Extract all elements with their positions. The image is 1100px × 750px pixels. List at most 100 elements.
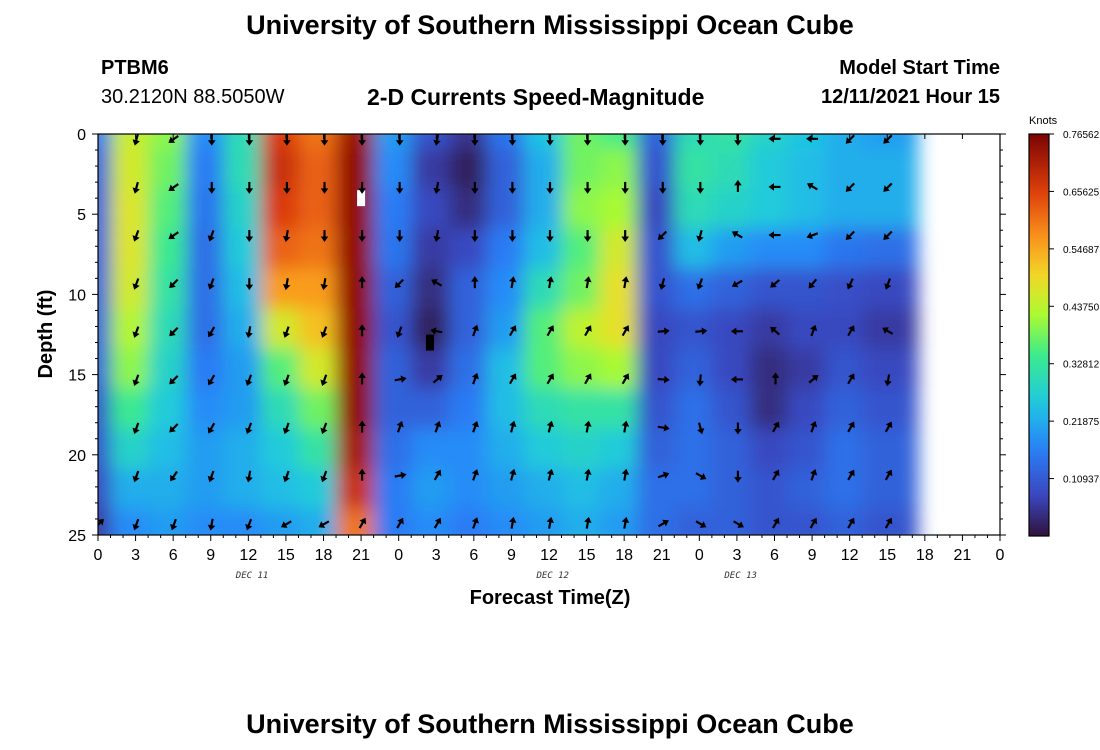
current-arrow xyxy=(433,134,441,146)
current-arrow xyxy=(132,278,140,290)
current-arrow xyxy=(657,519,669,528)
x-tick-label: 3 xyxy=(732,547,741,564)
current-arrow xyxy=(730,375,743,384)
x-tick-label: 0 xyxy=(996,547,1005,564)
colorbar-tick-label: 0.10937 xyxy=(1063,475,1100,486)
current-arrow xyxy=(471,324,479,337)
current-arrow xyxy=(697,422,705,435)
x-tick-label: 0 xyxy=(394,547,403,564)
model-start-label: Model Start Time xyxy=(839,57,1000,79)
current-arrow xyxy=(584,276,592,289)
current-arrow xyxy=(696,374,704,387)
current-arrow xyxy=(320,278,328,291)
current-arrow xyxy=(508,516,517,529)
current-arrow xyxy=(358,181,366,194)
current-arrow xyxy=(318,520,330,528)
current-arrow xyxy=(471,181,479,194)
current-arrow xyxy=(170,518,178,531)
current-arrow xyxy=(884,374,892,387)
current-arrow xyxy=(207,470,215,483)
day-label: DEC 12 xyxy=(535,571,569,581)
current-arrow xyxy=(546,420,555,433)
x-tick-label: 15 xyxy=(277,547,295,564)
current-arrow xyxy=(245,230,254,243)
current-arrow xyxy=(358,420,366,433)
current-arrow xyxy=(132,470,140,483)
current-arrow xyxy=(245,278,254,291)
current-arrow xyxy=(584,516,592,529)
current-arrow xyxy=(395,326,403,338)
x-tick-label: 18 xyxy=(916,547,934,564)
current-arrow xyxy=(283,134,291,146)
current-arrow xyxy=(621,420,630,433)
current-arrow xyxy=(884,421,893,433)
heatmap xyxy=(98,134,919,535)
current-arrow xyxy=(657,471,670,479)
current-arrow xyxy=(768,183,781,191)
current-arrow xyxy=(170,470,178,482)
current-arrow xyxy=(283,181,291,194)
x-tick-label: 12 xyxy=(841,547,859,564)
colorbar-tick-label: 0.54687 xyxy=(1063,245,1100,256)
colorbar-tick-label: 0.21875 xyxy=(1063,417,1100,428)
current-arrow xyxy=(508,230,517,243)
current-vectors xyxy=(98,134,894,531)
x-tick-label: 18 xyxy=(315,547,333,564)
current-arrow xyxy=(772,469,780,481)
current-arrow xyxy=(768,231,781,239)
current-arrow xyxy=(846,278,854,290)
current-arrow xyxy=(358,230,366,243)
current-arrow xyxy=(245,326,253,339)
current-arrow xyxy=(282,470,290,483)
x-tick-label: 18 xyxy=(615,547,633,564)
current-arrow xyxy=(809,517,818,529)
current-arrow xyxy=(806,231,819,240)
current-arrow xyxy=(583,181,592,194)
current-arrow xyxy=(132,422,140,435)
current-arrow xyxy=(434,420,442,433)
colorbar-tick-label: 0.32812 xyxy=(1063,360,1100,371)
y-tick-label: 20 xyxy=(68,448,86,465)
current-arrow xyxy=(584,468,592,481)
current-arrow xyxy=(584,420,592,433)
current-arrow xyxy=(358,134,366,146)
current-arrow xyxy=(546,230,554,243)
y-tick-label: 5 xyxy=(77,207,86,224)
current-arrow xyxy=(358,276,366,289)
current-arrow xyxy=(245,422,253,435)
x-tick-label: 9 xyxy=(507,547,516,564)
x-tick-label: 6 xyxy=(469,547,478,564)
heat-cell xyxy=(862,508,919,535)
current-arrow xyxy=(132,229,140,242)
x-tick-label: 3 xyxy=(131,547,140,564)
current-arrow xyxy=(169,278,179,289)
current-arrow xyxy=(358,324,366,337)
current-arrow xyxy=(882,327,894,335)
current-arrow xyxy=(508,373,517,385)
current-arrow xyxy=(772,517,780,529)
current-arrow xyxy=(621,325,630,337)
y-tick-label: 0 xyxy=(77,127,86,144)
current-arrow xyxy=(395,181,404,194)
current-arrow xyxy=(731,231,743,239)
current-arrow xyxy=(282,278,291,291)
current-arrow xyxy=(207,518,216,531)
current-arrow xyxy=(394,278,404,289)
footer-title: University of Southern Mississippi Ocean… xyxy=(246,709,854,739)
current-arrow xyxy=(621,230,629,243)
current-arrow xyxy=(621,373,630,385)
current-arrow xyxy=(320,470,328,483)
current-arrow xyxy=(546,181,554,194)
x-tick-label: 6 xyxy=(169,547,178,564)
current-arrow xyxy=(395,230,404,243)
current-arrow xyxy=(508,325,517,337)
current-arrow xyxy=(772,421,780,433)
x-tick-label: 15 xyxy=(578,547,596,564)
current-arrow xyxy=(508,134,517,146)
current-arrow xyxy=(658,134,667,146)
page-title: University of Southern Mississippi Ocean… xyxy=(246,10,854,40)
colorbar-label: Knots xyxy=(1029,115,1058,127)
current-arrow xyxy=(621,181,629,194)
current-arrow xyxy=(546,468,555,481)
